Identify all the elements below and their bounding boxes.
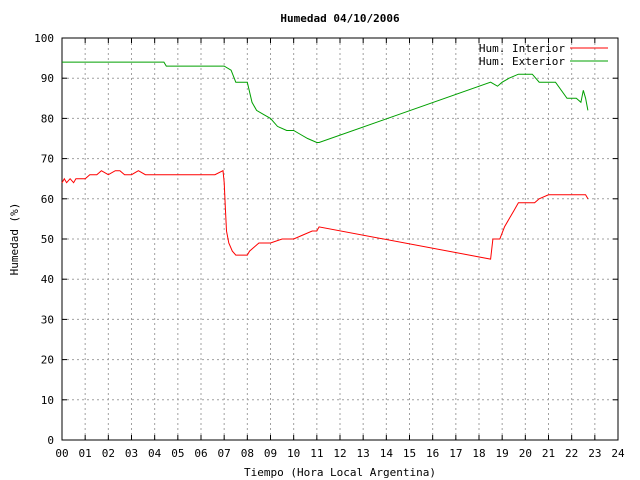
x-tick-label: 24 bbox=[611, 447, 625, 460]
x-tick-label: 10 bbox=[287, 447, 300, 460]
y-tick-label: 10 bbox=[41, 394, 54, 407]
x-tick-label: 05 bbox=[171, 447, 184, 460]
series-line-exterior bbox=[62, 61, 589, 143]
x-tick-label: 06 bbox=[194, 447, 207, 460]
y-tick-label: 50 bbox=[41, 233, 54, 246]
x-tick-label: 08 bbox=[241, 447, 254, 460]
y-tick-label: 20 bbox=[41, 354, 54, 367]
x-tick-label: 14 bbox=[380, 447, 394, 460]
y-tick-label: 70 bbox=[41, 153, 54, 166]
x-tick-label: 19 bbox=[496, 447, 509, 460]
y-tick-label: 0 bbox=[47, 434, 54, 447]
x-axis-label: Tiempo (Hora Local Argentina) bbox=[244, 466, 436, 479]
x-tick-label: 09 bbox=[264, 447, 277, 460]
x-tick-label: 21 bbox=[542, 447, 555, 460]
x-tick-label: 12 bbox=[333, 447, 346, 460]
x-tick-label: 04 bbox=[148, 447, 162, 460]
axis-ticks: 0 10 20 30 40 50 60 70 80 90 100 00 01 02 03 04 05 06 07 08… bbox=[34, 32, 625, 460]
chart-title: Humedad 04/10/2006 bbox=[280, 12, 400, 25]
x-tick-label: 17 bbox=[449, 447, 462, 460]
y-tick-label: 80 bbox=[41, 112, 54, 125]
x-tick-label: 22 bbox=[565, 447, 578, 460]
x-tick-label: 00 bbox=[55, 447, 68, 460]
y-tick-label: 40 bbox=[41, 273, 54, 286]
grid bbox=[62, 38, 618, 440]
y-tick-label: 100 bbox=[34, 32, 54, 45]
x-tick-label: 03 bbox=[125, 447, 138, 460]
x-tick-label: 02 bbox=[102, 447, 115, 460]
series-lines bbox=[61, 61, 589, 260]
x-tick-label: 15 bbox=[403, 447, 416, 460]
y-tick-label: 60 bbox=[41, 193, 54, 206]
legend: Hum. Interior Hum. Exterior bbox=[479, 42, 608, 68]
y-tick-label: 90 bbox=[41, 72, 54, 85]
x-tick-label: 20 bbox=[519, 447, 532, 460]
x-tick-label: 01 bbox=[79, 447, 92, 460]
legend-label-interior: Hum. Interior bbox=[479, 42, 565, 55]
x-tick-label: 11 bbox=[310, 447, 323, 460]
y-tick-label: 30 bbox=[41, 313, 54, 326]
x-tick-label: 23 bbox=[588, 447, 601, 460]
legend-item-exterior: Hum. Exterior bbox=[479, 55, 608, 68]
legend-label-exterior: Hum. Exterior bbox=[479, 55, 565, 68]
legend-item-interior: Hum. Interior bbox=[479, 42, 608, 55]
x-tick-label: 18 bbox=[472, 447, 485, 460]
y-axis-label: Humedad (%) bbox=[8, 203, 21, 276]
x-tick-label: 13 bbox=[357, 447, 370, 460]
x-tick-label: 07 bbox=[218, 447, 231, 460]
x-tick-label: 16 bbox=[426, 447, 439, 460]
series-line-interior bbox=[61, 169, 589, 260]
